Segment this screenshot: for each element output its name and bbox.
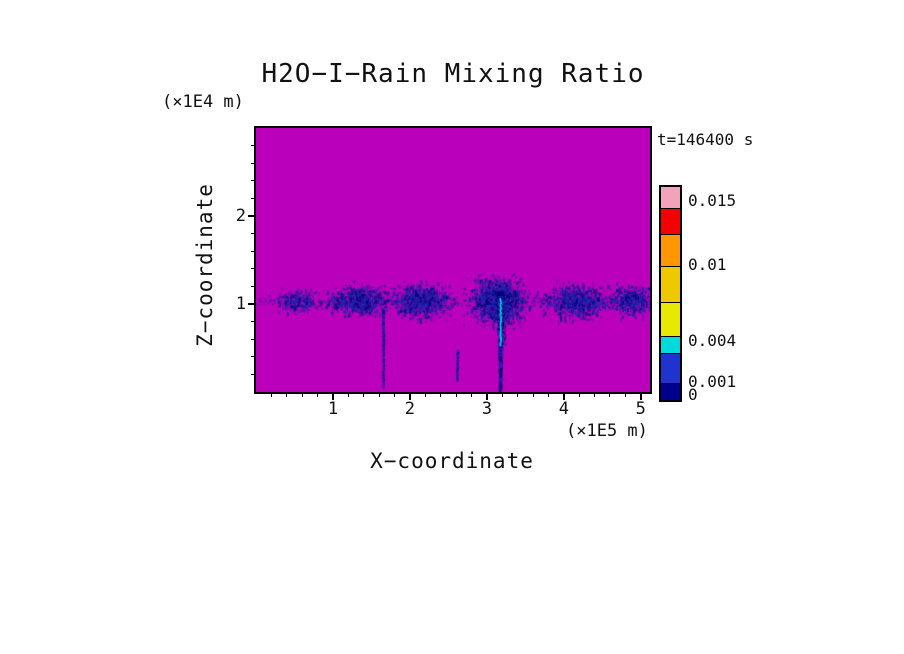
z-axis-major-tick: [248, 303, 254, 305]
x-axis-tick-label: 3: [481, 399, 492, 419]
colorbar-segment: [661, 302, 680, 337]
x-axis-minor-tick: [394, 394, 396, 397]
colorbar-segment: [661, 265, 680, 302]
z-axis-minor-tick: [251, 321, 254, 323]
heatmap-canvas: [256, 128, 650, 392]
x-axis-minor-tick: [378, 394, 380, 397]
z-axis-tick-label: 1: [235, 294, 246, 314]
x-axis-tick-label: 4: [558, 399, 569, 419]
x-axis-minor-tick: [363, 394, 365, 397]
colorbar-segment: [661, 353, 680, 383]
x-axis-minor-tick: [624, 394, 626, 397]
colorbar-tick-label: 0: [688, 384, 698, 404]
z-axis-minor-tick: [251, 285, 254, 287]
x-axis-minor-tick: [270, 394, 272, 397]
x-axis-minor-tick: [455, 394, 457, 397]
y-axis-title: Z−coordinate: [193, 183, 217, 347]
colorbar-tick-label: 0.015: [688, 190, 737, 210]
z-axis-tick-label: 2: [235, 206, 246, 226]
plot-area: [254, 126, 652, 394]
colorbar-tick-label: 0.01: [688, 254, 727, 274]
colorbar-segment: [661, 336, 680, 354]
y-axis-unit-label: (×1E4 m): [162, 92, 244, 112]
z-axis-major-tick: [248, 215, 254, 217]
colorbar: [659, 185, 682, 402]
colorbar-segment: [661, 233, 680, 266]
z-axis-minor-tick: [251, 145, 254, 147]
x-axis-minor-tick: [609, 394, 611, 397]
colorbar-segment: [661, 208, 680, 234]
x-axis-minor-tick: [317, 394, 319, 397]
x-axis-minor-tick: [440, 394, 442, 397]
x-axis-minor-tick: [424, 394, 426, 397]
x-axis-tick-label: 1: [327, 399, 339, 419]
x-axis-minor-tick: [594, 394, 596, 397]
x-axis-minor-tick: [532, 394, 534, 397]
x-axis-minor-tick: [547, 394, 549, 397]
x-axis-minor-tick: [286, 394, 288, 397]
z-axis-minor-tick: [251, 162, 254, 164]
x-axis-unit-label: (×1E5 m): [566, 421, 648, 441]
z-axis-minor-tick: [251, 197, 254, 199]
z-axis-minor-tick: [251, 233, 254, 235]
z-axis-minor-tick: [251, 373, 254, 375]
x-axis-major-tick: [563, 394, 565, 400]
z-axis-minor-tick: [251, 338, 254, 340]
colorbar-tick-label: 0.001: [688, 371, 737, 391]
x-axis-major-tick: [332, 394, 334, 400]
x-axis-tick-label: 5: [635, 399, 646, 419]
z-axis-minor-tick: [251, 356, 254, 358]
x-axis-minor-tick: [501, 394, 503, 397]
x-axis-minor-tick: [517, 394, 519, 397]
colorbar-segment: [661, 187, 680, 209]
x-axis-minor-tick: [470, 394, 472, 397]
x-axis-tick-label: 2: [404, 399, 416, 419]
z-axis-minor-tick: [251, 180, 254, 182]
x-axis-minor-tick: [347, 394, 349, 397]
x-axis-major-tick: [640, 394, 642, 400]
x-axis-major-tick: [486, 394, 488, 400]
chart-title: H2O−I−Rain Mixing Ratio: [261, 59, 645, 89]
colorbar-tick-label: 0.004: [688, 331, 737, 351]
colorbar-segment: [661, 382, 680, 400]
x-axis-minor-tick: [301, 394, 303, 397]
z-axis-minor-tick: [251, 268, 254, 270]
x-axis-minor-tick: [578, 394, 580, 397]
x-axis-title: X−coordinate: [370, 449, 534, 473]
x-axis-major-tick: [409, 394, 411, 400]
z-axis-minor-tick: [251, 250, 254, 252]
time-annotation: t=146400 s: [657, 130, 754, 149]
